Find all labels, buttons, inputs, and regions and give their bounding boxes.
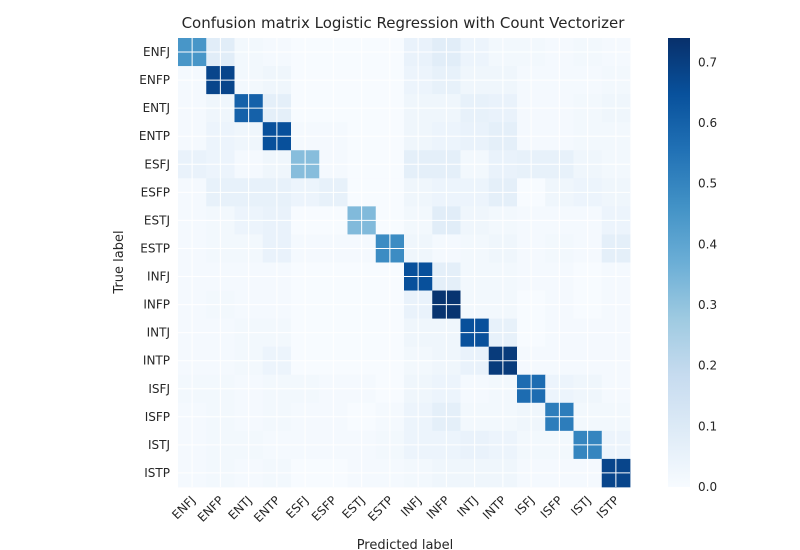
x-tick-label: ENFP	[195, 493, 227, 525]
colorbar-tick-label: 0.6	[698, 116, 717, 130]
y-tick-label: INTP	[143, 354, 170, 368]
x-tick-label: ESFP	[309, 493, 340, 524]
x-tick-label: ISTP	[594, 493, 622, 521]
colorbar-tick-label: 0.2	[698, 359, 717, 373]
y-tick-label: ISFP	[145, 410, 170, 424]
y-tick-label: ESFJ	[144, 157, 170, 171]
x-tick-label: ISTJ	[568, 493, 593, 518]
y-tick-label: ISTP	[144, 466, 170, 480]
colorbar-tick-label: 0.1	[698, 419, 717, 433]
y-tick-label: ISFJ	[148, 382, 170, 396]
colorbar-tick-label: 0.3	[698, 298, 717, 312]
y-axis-label: True label	[112, 230, 127, 294]
y-tick-label: INFJ	[147, 270, 170, 284]
x-tick-label: INFP	[424, 493, 453, 522]
y-tick-label: ENFP	[139, 73, 170, 87]
x-tick-label: INFJ	[398, 493, 424, 519]
colorbar	[668, 38, 690, 487]
colorbar-tick-label: 0.0	[698, 480, 717, 494]
x-tick-label: ENFJ	[169, 493, 198, 522]
y-tick-label: ENTP	[139, 129, 170, 143]
y-tick-label: ESTJ	[144, 213, 170, 227]
colorbar-tick-label: 0.5	[698, 177, 717, 191]
x-tick-label: ISFJ	[512, 493, 537, 518]
y-tick-labels: ENFJ ENFP ENTJ ENTP ESFJ ESFP ESTJ ESTP INFJ INFP…	[139, 45, 170, 480]
x-axis-label: Predicted label	[357, 538, 454, 550]
y-tick-label: ESFP	[141, 185, 170, 199]
y-tick-label: INTJ	[147, 326, 170, 340]
x-tick-label: ESTJ	[339, 493, 367, 521]
heatmap-grid	[178, 38, 630, 487]
x-tick-label: ESFJ	[283, 493, 311, 521]
y-tick-label: ENFJ	[143, 45, 170, 59]
x-tick-label: ISFP	[538, 493, 566, 521]
y-tick-label: INFP	[143, 298, 170, 312]
colorbar-ticks: 0.0 0.1 0.2 0.3 0.4 0.5 0.6 0.7	[698, 55, 717, 494]
y-tick-label: ENTJ	[143, 101, 170, 115]
y-tick-label: ISTJ	[148, 438, 170, 452]
colorbar-tick-label: 0.4	[698, 237, 717, 251]
x-tick-label: INTP	[480, 493, 509, 522]
y-tick-label: ESTP	[140, 241, 170, 255]
x-tick-label: INTJ	[454, 493, 480, 519]
x-tick-label: ENTJ	[225, 493, 254, 522]
x-tick-label: ESTP	[365, 493, 396, 524]
x-tick-label: ENTP	[251, 493, 283, 525]
chart-title: Confusion matrix Logistic Regression wit…	[182, 14, 626, 32]
heatmap-cells	[178, 38, 631, 488]
colorbar-tick-label: 0.7	[698, 55, 717, 69]
